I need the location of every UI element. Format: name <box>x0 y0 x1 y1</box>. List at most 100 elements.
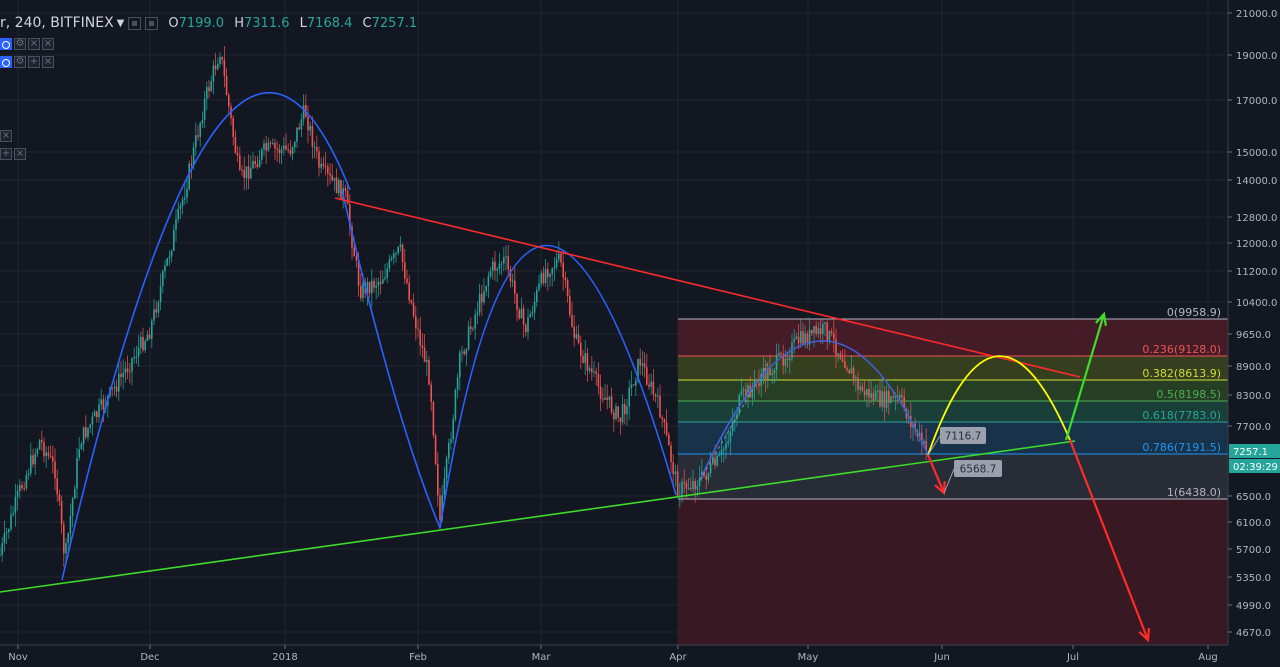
candle-body <box>300 119 303 130</box>
candle-body <box>481 293 483 303</box>
candle-body <box>784 359 787 366</box>
candle-body <box>747 385 749 398</box>
candle-body <box>824 322 826 324</box>
add-icon[interactable]: + <box>0 148 12 160</box>
candle-body <box>835 339 837 356</box>
candle-body <box>648 384 650 387</box>
chevron-down-icon[interactable]: ▼ <box>116 17 125 29</box>
candle-body <box>527 317 529 333</box>
candle-body <box>562 262 564 278</box>
candle-body <box>192 147 195 166</box>
candle-body <box>617 406 619 418</box>
candle-body <box>868 389 870 398</box>
candle-body <box>564 277 567 280</box>
candle-body <box>571 315 573 327</box>
candle-body <box>65 543 67 554</box>
candle-body <box>118 373 120 392</box>
candle-body <box>604 397 606 400</box>
candle-body <box>320 163 322 168</box>
candle-body <box>124 368 127 373</box>
candle-body <box>241 169 243 171</box>
candle-body <box>877 390 879 392</box>
candle-body <box>355 256 358 261</box>
candle-body <box>322 163 325 167</box>
candle-body <box>362 282 364 299</box>
price-tick-label: 6500.0 <box>1236 492 1271 503</box>
close-icon[interactable]: × <box>28 38 40 50</box>
candle-body <box>397 246 399 254</box>
candle-body <box>208 87 210 92</box>
candle-body <box>542 272 545 284</box>
candle-body <box>547 269 549 277</box>
candle-body <box>817 328 820 334</box>
candle-body <box>577 334 580 343</box>
fib-label-4: 0.618(7783.0) <box>1142 409 1221 422</box>
close-icon[interactable]: × <box>14 148 26 160</box>
arc-blue-2 <box>341 189 441 529</box>
candle-body <box>256 164 259 168</box>
close-icon[interactable]: × <box>0 130 12 142</box>
price-tick-label: 14000.0 <box>1236 176 1277 187</box>
candle-body <box>135 356 138 358</box>
candle-body <box>437 463 439 496</box>
add-icon[interactable]: + <box>28 56 40 68</box>
time-tick-label: Aug <box>1198 652 1218 663</box>
candle-body <box>597 373 600 387</box>
candle-body <box>338 180 340 194</box>
candle-body <box>111 387 113 389</box>
candle-body <box>511 280 514 282</box>
candle-body <box>333 177 336 181</box>
candle-body <box>819 328 822 335</box>
candle-body <box>318 151 320 168</box>
indicator-row-2: ⚙ + × <box>0 56 54 68</box>
settings-icon[interactable] <box>128 16 142 30</box>
candle-body <box>698 477 701 486</box>
candle-body <box>855 377 857 379</box>
candle-body <box>786 359 789 361</box>
price-tick-label: 5700.0 <box>1236 545 1271 556</box>
candle-body <box>485 285 487 292</box>
close-icon[interactable]: × <box>42 56 54 68</box>
candle-body <box>432 401 435 436</box>
candle-body <box>470 326 472 330</box>
candle-body <box>745 389 747 398</box>
price-tick-label: 12000.0 <box>1236 239 1277 250</box>
candle-body <box>901 395 903 398</box>
candle-body <box>800 331 802 344</box>
time-tick-label: May <box>798 652 819 663</box>
eye-icon[interactable] <box>0 56 12 68</box>
candle-body <box>459 352 461 378</box>
arc-blue-4 <box>699 340 929 481</box>
settings-icon[interactable]: ⚙ <box>14 56 26 68</box>
candle-body <box>560 253 562 263</box>
candle-body <box>509 269 512 282</box>
candle-body <box>239 155 241 170</box>
candle-body <box>687 488 690 490</box>
candle-body <box>10 514 12 530</box>
settings-icon[interactable]: ⚙ <box>14 38 26 50</box>
arrow-small-red <box>926 454 946 494</box>
close-icon[interactable]: × <box>42 38 54 50</box>
candle-body <box>38 440 41 450</box>
candle-body <box>696 485 699 490</box>
candle-body <box>1 543 3 555</box>
candle-body <box>408 282 410 301</box>
arrow-down-red <box>1068 439 1150 641</box>
candle-body <box>489 270 492 277</box>
candle-body <box>379 281 382 284</box>
price-axis <box>1228 0 1280 667</box>
candle-body <box>313 146 316 148</box>
price-callout-1-leader <box>927 435 941 456</box>
symbol-label[interactable]: r, 240, BITFINEX <box>0 15 114 31</box>
candle-body <box>439 495 441 520</box>
candle-body <box>19 485 21 491</box>
eye-icon[interactable] <box>0 38 12 50</box>
candle-body <box>496 268 498 271</box>
compare-icon[interactable] <box>145 16 159 30</box>
candle-body <box>683 481 685 483</box>
candle-body <box>423 347 426 363</box>
candle-body <box>190 163 193 166</box>
candle-body <box>536 289 538 302</box>
